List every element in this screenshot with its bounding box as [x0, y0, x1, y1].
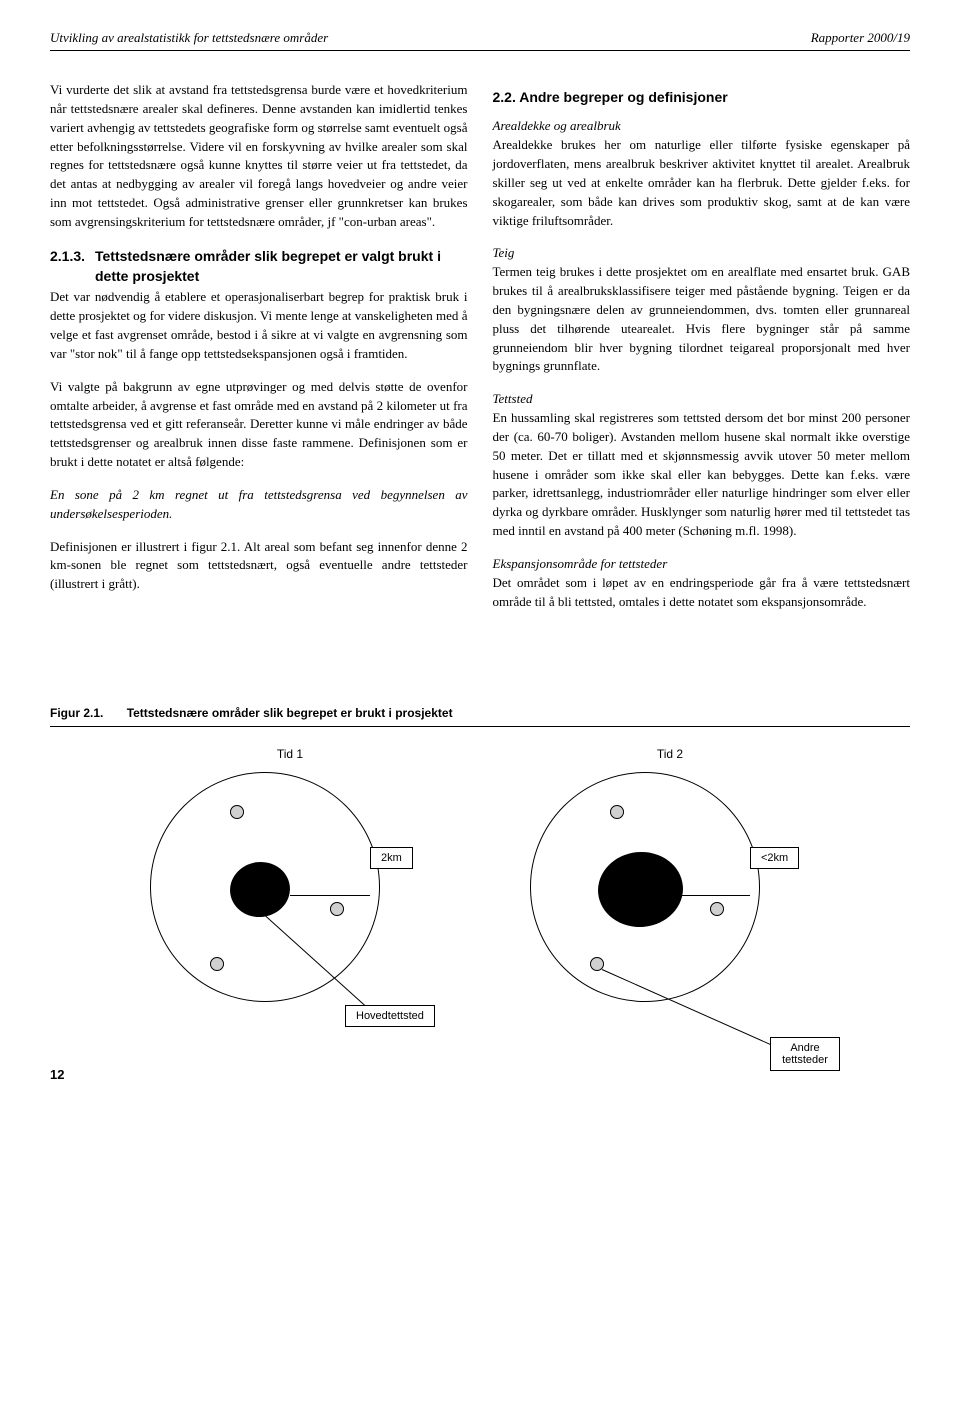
- small-circle: [230, 805, 244, 819]
- section-heading-22: 2.2. Andre begreper og definisjoner: [493, 87, 911, 107]
- paragraph: Vi valgte på bakgrunn av egne utprøvinge…: [50, 378, 468, 472]
- heading-number: 2.1.3.: [50, 246, 95, 287]
- header-right: Rapporter 2000/19: [811, 30, 910, 46]
- diagram-tid1: Tid 1 2km Hovedtettsted: [130, 747, 450, 1027]
- paragraph: Termen teig brukes i dette prosjektet om…: [493, 263, 911, 376]
- paragraph: Definisjonen er illustrert i figur 2.1. …: [50, 538, 468, 595]
- subheading-ekspansjon: Ekspansjonsområde for tettsteder: [493, 555, 911, 574]
- diagram-title-1: Tid 1: [130, 747, 450, 761]
- header-left: Utvikling av arealstatistikk for tettste…: [50, 30, 328, 46]
- paragraph: Det området som i løpet av en endringspe…: [493, 574, 911, 612]
- figure-title: Tettstedsnære områder slik begrepet er b…: [127, 706, 453, 720]
- connector-line: [290, 895, 370, 896]
- figure-number: Figur 2.1.: [50, 706, 103, 720]
- small-circle: [710, 902, 724, 916]
- label-andre-tettsteder: Andre tettsteder: [770, 1037, 840, 1071]
- two-column-layout: Vi vurderte det slik at avstand fra tett…: [50, 81, 910, 626]
- small-circle: [330, 902, 344, 916]
- subheading-arealdekke: Arealdekke og arealbruk: [493, 117, 911, 136]
- diagram-tid2: Tid 2 <2km Andre tettsteder: [510, 747, 830, 1027]
- subheading-tettsted: Tettsted: [493, 390, 911, 409]
- small-circle: [610, 805, 624, 819]
- label-2km: 2km: [370, 847, 413, 869]
- paragraph: Arealdekke brukes her om naturlige eller…: [493, 136, 911, 230]
- heading-text: Tettstedsnære områder slik begrepet er v…: [95, 246, 468, 287]
- label-hovedtettsted: Hovedtettsted: [345, 1005, 435, 1027]
- subheading-teig: Teig: [493, 244, 911, 263]
- figure-diagram: Tid 1 2km Hovedtettsted Tid 2 <2km Andre…: [50, 747, 910, 1027]
- connector-line: [682, 895, 750, 896]
- small-circle: [210, 957, 224, 971]
- definition-italic: En sone på 2 km regnet ut fra tettstedsg…: [50, 486, 468, 524]
- section-heading-213: 2.1.3. Tettstedsnære områder slik begrep…: [50, 246, 468, 287]
- figure-caption: Figur 2.1. Tettstedsnære områder slik be…: [50, 706, 910, 727]
- paragraph: Det var nødvendig å etablere et operasjo…: [50, 288, 468, 363]
- diagram-title-2: Tid 2: [510, 747, 830, 761]
- paragraph: En hussamling skal registreres som tetts…: [493, 409, 911, 541]
- page-header: Utvikling av arealstatistikk for tettste…: [50, 30, 910, 51]
- paragraph: Vi vurderte det slik at avstand fra tett…: [50, 81, 468, 232]
- label-lt2km: <2km: [750, 847, 799, 869]
- right-column: 2.2. Andre begreper og definisjoner Area…: [493, 81, 911, 626]
- left-column: Vi vurderte det slik at avstand fra tett…: [50, 81, 468, 626]
